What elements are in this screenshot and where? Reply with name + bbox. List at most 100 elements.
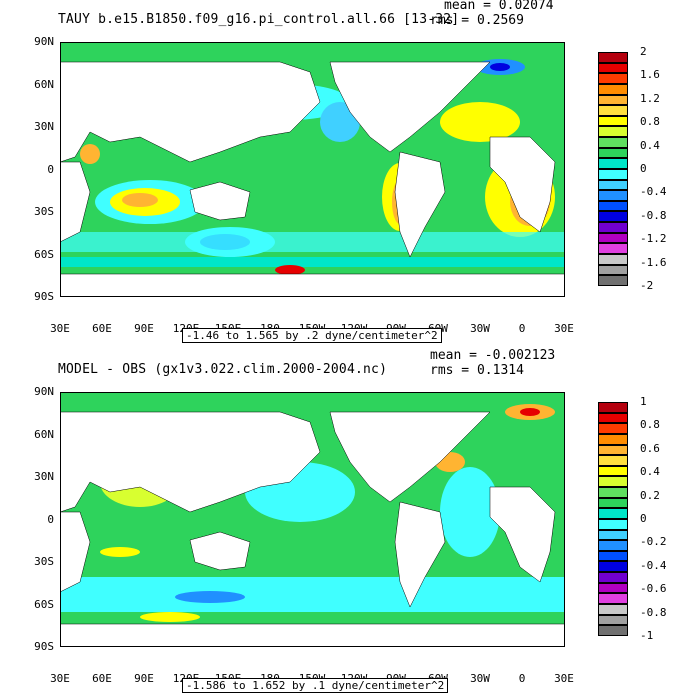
colorbar-tick-label: -0.8 — [640, 208, 667, 222]
colorbar-swatch — [598, 147, 628, 159]
land-africa-eurasia — [60, 61, 321, 163]
lon-label: 30E — [50, 672, 70, 685]
field-region — [520, 408, 540, 416]
lat-label: 30N — [34, 470, 54, 483]
colorbar-swatch — [598, 402, 628, 413]
colorbar-swatch — [598, 593, 628, 604]
colorbar-swatch — [598, 73, 628, 84]
colorbar-swatch — [598, 168, 628, 180]
lon-label: 30E — [50, 322, 70, 335]
lon-label: 0 — [518, 672, 526, 685]
colorbar-swatch — [598, 83, 628, 95]
colorbar-swatch — [598, 572, 628, 583]
colorbar-swatch — [598, 105, 628, 116]
field-region — [440, 102, 520, 142]
colorbar-swatch — [598, 561, 628, 572]
colorbar-swatch — [598, 275, 628, 286]
lon-label: 90E — [134, 322, 154, 335]
colorbar-swatch — [598, 264, 628, 276]
lat-label: 30S — [34, 555, 54, 568]
lon-label: 60E — [92, 672, 112, 685]
field-region — [490, 63, 510, 71]
colorbar-swatch — [598, 444, 628, 456]
field-region — [175, 591, 245, 603]
land-africa-east — [489, 486, 556, 583]
lat-label: 90S — [34, 290, 54, 303]
land-africa-east — [489, 136, 556, 233]
colorbar-tick-label: 0.4 — [640, 138, 660, 152]
field-region — [275, 265, 305, 275]
field-region — [60, 577, 565, 612]
colorbar-swatch — [598, 158, 628, 169]
colorbar-swatch — [598, 126, 628, 137]
colorbar-swatch — [598, 487, 628, 498]
colorbar-swatch — [598, 62, 628, 74]
colorbar-swatch — [598, 232, 628, 244]
colorbar-tick-label: 0.8 — [640, 418, 660, 432]
stats-block: mean = 0.02074 rms = 0.2569 — [430, 0, 554, 28]
top-panel: TAUY b.e15.B1850.f09_g16.pi_control.all.… — [34, 0, 667, 343]
map-plot — [60, 392, 565, 647]
colorbar-tick-label: 1.2 — [640, 91, 660, 105]
field-region — [140, 612, 200, 622]
colorbar-swatch — [598, 540, 628, 551]
rms-value: rms = 0.1314 — [430, 363, 524, 378]
colorbar-swatch — [598, 603, 628, 615]
colorbar-swatch — [598, 243, 628, 254]
land-north-america — [329, 61, 491, 153]
map-frame — [60, 42, 565, 297]
land-africa — [60, 511, 91, 593]
colorbar-swatch — [598, 94, 628, 106]
lon-label: 30W — [470, 322, 490, 335]
colorbar-tick-label: 2 — [640, 45, 647, 58]
land-antarctica — [60, 623, 565, 647]
colorbar-tick-label: -0.8 — [640, 605, 667, 619]
land-australia — [189, 181, 251, 221]
lon-label: 0 — [518, 322, 526, 335]
land-australia — [189, 531, 251, 571]
colorbar-swatch — [598, 508, 628, 519]
colorbar-tick-label: 0.6 — [640, 441, 660, 455]
colorbar-swatch — [598, 518, 628, 530]
colorbar-swatch — [598, 115, 628, 127]
colorbar-swatch — [598, 433, 628, 445]
colorbar-swatch — [598, 179, 628, 191]
colorbar-swatch — [598, 497, 628, 509]
field-region — [440, 467, 500, 557]
field-region — [100, 547, 140, 557]
lat-label: 90S — [34, 640, 54, 653]
panel-title: TAUY b.e15.B1850.f09_g16.pi_control.all.… — [58, 12, 460, 27]
field-region — [80, 144, 100, 164]
rms-value: rms = 0.2569 — [430, 13, 524, 28]
map-plot — [60, 42, 565, 297]
land-south-america — [394, 151, 446, 258]
field-region — [122, 193, 158, 207]
lat-label: 90N — [34, 385, 54, 398]
colorbar-swatch — [598, 190, 628, 201]
colorbar-swatch — [598, 614, 628, 626]
colorbar-swatch — [598, 423, 628, 434]
colorbar-swatch — [598, 211, 628, 222]
lat-label: 0 — [47, 512, 54, 526]
stats-block: mean = -0.002123 rms = 0.1314 — [430, 348, 555, 378]
colorbar-swatch — [598, 455, 628, 466]
colorbar-tick-label: -0.4 — [640, 185, 667, 199]
colorbar-tick-label: -1 — [640, 629, 654, 642]
mean-value: mean = 0.02074 — [444, 0, 554, 13]
colorbar-swatch — [598, 412, 628, 424]
colorbar-tick-label: -0.6 — [640, 582, 667, 596]
colorbar-swatch — [598, 52, 628, 63]
colorbar-tick-label: 0.8 — [640, 115, 660, 129]
field-region — [60, 232, 565, 252]
lat-label: 90N — [34, 35, 54, 48]
land-africa-eurasia — [60, 411, 321, 513]
colorbar-swatch — [598, 582, 628, 594]
colorbar-tick-label: -1.2 — [640, 232, 667, 246]
colorbar-tick-label: -0.2 — [640, 535, 667, 549]
lat-label: 30S — [34, 205, 54, 218]
land-africa — [60, 161, 91, 243]
map-frame — [60, 392, 565, 647]
lon-label: 30W — [470, 672, 490, 685]
lat-label: 60S — [34, 597, 54, 611]
colorbar-swatch — [598, 476, 628, 487]
